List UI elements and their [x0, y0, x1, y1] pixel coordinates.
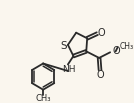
- Text: NH: NH: [62, 65, 76, 74]
- Text: O: O: [96, 70, 104, 80]
- Text: O: O: [97, 28, 105, 38]
- Text: CH₃: CH₃: [119, 42, 133, 51]
- Text: O: O: [113, 46, 120, 56]
- Text: CH₃: CH₃: [35, 94, 51, 103]
- Text: S: S: [60, 41, 67, 51]
